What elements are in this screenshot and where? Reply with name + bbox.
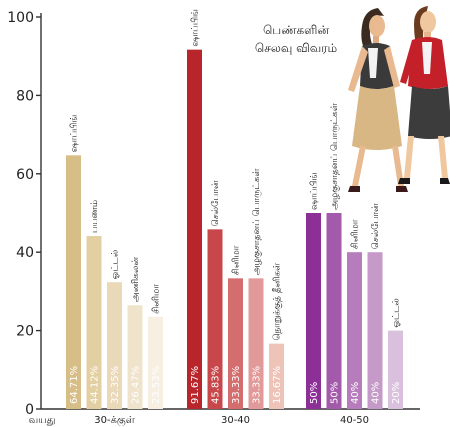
bar-category-label: ஓட்டல் — [111, 250, 121, 279]
y-tick-label: 0 — [25, 402, 34, 418]
bar — [187, 49, 202, 410]
bar-category-label: ஓட்டல் — [392, 298, 402, 327]
bar-category-label: ஷாப்பிங் — [310, 172, 320, 210]
bar-value-label: 26.47% — [131, 366, 142, 404]
bar-value-label: 50% — [330, 382, 341, 404]
woman-beige-illustration — [348, 8, 408, 192]
y-tick-label: 100 — [7, 10, 34, 26]
bar-category-label: அணிகலன் — [131, 257, 141, 303]
bar-value-label: 91.67% — [190, 366, 201, 404]
woman-red-illustration — [398, 6, 450, 184]
bar — [107, 282, 122, 409]
bar-value-label: 23.53% — [151, 366, 162, 404]
bar — [388, 330, 403, 409]
bar-category-label: அழகுசாதனப் பொருட்கள் — [252, 168, 263, 276]
y-tick-label: 40 — [16, 245, 34, 261]
bar-category-label: ஷாப்பிங் — [191, 9, 201, 47]
bar — [207, 229, 223, 409]
bar — [248, 278, 264, 409]
bar — [326, 213, 342, 409]
bar-value-label: 33.33% — [231, 366, 242, 404]
bar-value-label: 64.71% — [69, 366, 80, 404]
bar-category-label: சினிமா — [232, 245, 242, 275]
bar — [269, 343, 284, 409]
y-tick-label: 60 — [16, 167, 34, 183]
x-axis-label: வயது — [29, 415, 56, 426]
bar-category-label: செல்போன் — [371, 203, 381, 249]
bar-value-label: 45.83% — [211, 366, 222, 404]
group-label: 30-40 — [221, 415, 250, 426]
bar-value-label: 50% — [309, 382, 320, 404]
bar-group: 91.67% ஷாப்பிங் 45.83% செல்போன் 33.33% சினிமா… — [187, 9, 284, 426]
bar — [347, 252, 362, 409]
two-women-illustration — [348, 6, 450, 192]
bar-value-label: 44.12% — [90, 366, 101, 404]
bar — [228, 278, 243, 409]
bar-value-label: 16.67% — [272, 366, 283, 404]
bar-value-label: 40% — [350, 382, 361, 404]
bar-category-label: சினிமா — [152, 284, 162, 314]
y-tick-label: 20 — [16, 324, 34, 340]
bar — [148, 316, 163, 409]
group-label: 30-க்குள் — [94, 415, 135, 427]
bar-value-label: 32.35% — [110, 366, 121, 404]
bar-category-label: செல்போன் — [211, 180, 221, 226]
bar-group: 64.71% ஷாப்பிங் 44.12% பயணம் 32.35% ஓட்டல் 26.… — [66, 115, 163, 427]
bar — [367, 252, 383, 409]
bar — [127, 305, 143, 409]
bar-category-label: சினிமா — [351, 219, 361, 249]
bar — [86, 236, 102, 409]
bar-category-label: பயணம் — [90, 200, 100, 233]
bar — [306, 213, 321, 409]
chart-title-line2: செலவு விவரம் — [255, 41, 337, 55]
bar-category-label: அழகுசாதனப் பொருட்கள் — [330, 102, 341, 210]
bar — [66, 155, 81, 409]
bar-category-label: நொறுக்குத் தீனிகள் — [273, 262, 284, 341]
bar-value-label: 20% — [391, 382, 402, 404]
bar-group: 50% ஷாப்பிங் 50% அழகுசாதனப் பொருட்கள் 40% சின… — [306, 102, 403, 426]
chart-title-line1: பெண்களின் — [263, 23, 329, 37]
y-tick-label: 80 — [16, 88, 34, 104]
bar-value-label: 40% — [371, 382, 382, 404]
bar-category-label: ஷாப்பிங் — [70, 115, 80, 153]
group-label: 40-50 — [340, 415, 369, 426]
bar-value-label: 33.33% — [252, 366, 263, 404]
